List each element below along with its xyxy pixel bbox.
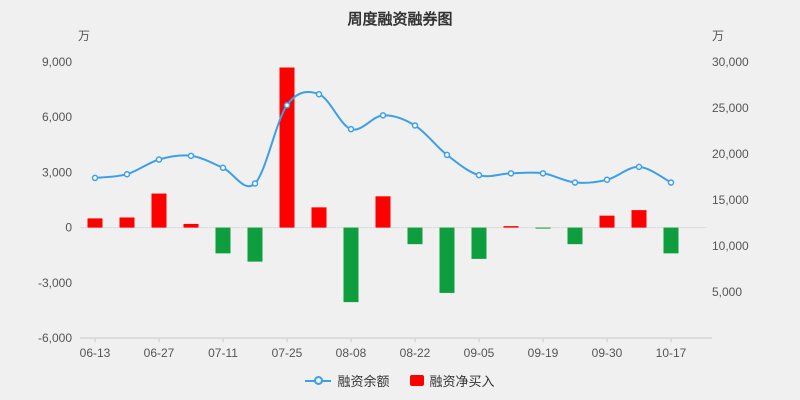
margin-balance-line — [94, 91, 672, 188]
line-marker — [539, 170, 547, 177]
line-marker — [507, 170, 515, 177]
right-axis-tick-label: 10,000 — [712, 239, 749, 253]
right-axis-tick-label: 30,000 — [712, 55, 749, 69]
x-axis-tick-label: 10-17 — [656, 346, 687, 360]
legend-item-margin-balance[interactable]: 融资余额 — [305, 371, 390, 390]
bar-series-net-buy — [87, 67, 679, 303]
line-marker — [603, 176, 611, 184]
x-axis-tick-label: 06-27 — [144, 346, 175, 360]
net-buy-bar — [535, 227, 551, 229]
net-buy-bar — [87, 218, 103, 228]
net-buy-bar — [567, 227, 583, 245]
x-axis-tick-label: 09-30 — [592, 346, 623, 360]
x-axis-tick-label: 09-19 — [528, 346, 559, 360]
line-marker — [283, 101, 291, 109]
x-axis-labels: 06-13 06-27 07-11 07-25 08-08 08-22 09-05 09-19… — [80, 338, 687, 360]
left-axis-labels: 9,000 6,000 3,000 0 -3,000 -6,000 — [38, 55, 72, 345]
line-marker — [91, 174, 99, 182]
x-axis-tick-label: 07-25 — [272, 346, 303, 360]
net-buy-bar — [599, 215, 615, 228]
line-marker — [219, 164, 227, 172]
net-buy-bar — [663, 227, 679, 254]
net-buy-bar — [311, 207, 327, 228]
line-marker — [379, 112, 387, 119]
line-marker — [475, 171, 483, 179]
x-axis-tick-label: 08-08 — [336, 346, 367, 360]
net-buy-bar — [247, 227, 263, 262]
net-buy-bar — [631, 210, 647, 228]
legend-item-net-buy[interactable]: 融资净买入 — [409, 371, 495, 390]
net-buy-bar — [503, 226, 519, 228]
right-axis-tick-label: 20,000 — [712, 147, 749, 161]
net-buy-bar — [215, 227, 231, 254]
bar-series-legend-icon — [409, 375, 424, 386]
right-axis-labels: 30,000 25,000 20,000 15,000 10,000 5,000 — [712, 55, 749, 299]
net-buy-bar — [183, 223, 199, 228]
net-buy-bar — [471, 227, 487, 259]
x-axis-tick-label: 08-22 — [400, 346, 431, 360]
net-buy-bar — [439, 227, 455, 293]
right-axis-tick-label: 15,000 — [712, 193, 749, 207]
right-axis-tick-label: 5,000 — [712, 285, 742, 299]
line-marker — [411, 122, 419, 129]
left-axis-tick-label: -6,000 — [38, 331, 72, 345]
line-marker — [635, 163, 643, 171]
line-marker — [155, 156, 163, 163]
legend-label: 融资净买入 — [429, 374, 495, 389]
left-axis-unit-label: 万 — [78, 29, 90, 43]
x-axis-tick-label: 07-11 — [208, 346, 238, 360]
line-marker — [315, 90, 323, 98]
chart-title: 周度融资融券图 — [347, 11, 453, 28]
left-axis-tick-label: -3,000 — [38, 276, 72, 290]
legend-label: 融资余额 — [337, 374, 390, 389]
net-buy-bar — [151, 193, 167, 228]
right-axis-unit-label: 万 — [712, 29, 724, 43]
line-marker — [571, 179, 579, 186]
left-axis-tick-label: 9,000 — [42, 55, 72, 69]
left-axis-tick-label: 0 — [65, 221, 72, 235]
net-buy-bar — [343, 227, 359, 303]
chart-legend: 融资余额 融资净买入 — [0, 371, 800, 390]
line-marker — [667, 179, 675, 186]
line-series-margin-balance — [91, 90, 675, 188]
line-marker — [123, 170, 131, 178]
net-buy-bar — [375, 196, 391, 228]
line-marker — [347, 125, 355, 133]
line-marker — [251, 180, 259, 187]
net-buy-bar — [407, 227, 423, 245]
line-series-legend-icon — [305, 375, 332, 387]
net-buy-bar — [119, 217, 135, 228]
left-axis-tick-label: 3,000 — [42, 165, 72, 179]
line-marker — [443, 151, 451, 159]
right-axis-tick-label: 25,000 — [712, 101, 749, 115]
x-axis-tick-label: 09-05 — [464, 346, 495, 360]
x-axis-tick-label: 06-13 — [80, 346, 111, 360]
left-axis-tick-label: 6,000 — [42, 110, 72, 124]
line-marker — [187, 152, 195, 160]
net-buy-bar — [279, 67, 295, 228]
